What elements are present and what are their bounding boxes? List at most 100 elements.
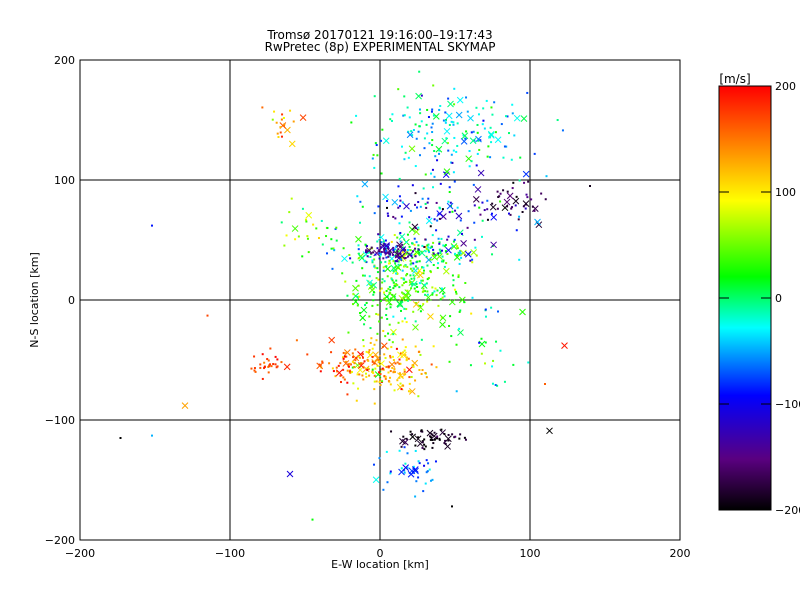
- data-point-dot: [414, 379, 417, 382]
- data-point-dot: [412, 365, 415, 368]
- data-point-dot: [526, 91, 529, 94]
- data-point-dot: [373, 362, 376, 365]
- data-point-cross: [386, 247, 394, 255]
- data-point-dot: [399, 240, 402, 243]
- data-point-dot: [371, 347, 374, 350]
- data-point-dot: [408, 116, 411, 119]
- data-point-dot: [432, 186, 435, 189]
- data-point-dot: [419, 310, 422, 313]
- data-point-dot: [368, 275, 371, 278]
- data-point-dot: [561, 129, 564, 132]
- data-point-dot: [385, 450, 388, 453]
- data-point-dot: [335, 370, 338, 373]
- data-point-dot: [431, 478, 434, 481]
- data-point-dot: [276, 358, 279, 361]
- data-point-dot: [476, 131, 479, 134]
- data-point-dot: [370, 246, 373, 249]
- data-point-dot: [490, 141, 493, 144]
- data-point-dot: [456, 245, 459, 248]
- data-point-dot: [429, 258, 432, 261]
- data-point-dot: [426, 201, 429, 204]
- data-point-dot: [400, 467, 403, 470]
- data-point-dot: [414, 444, 417, 447]
- data-point-dot: [446, 142, 449, 145]
- data-point-dot: [405, 358, 408, 361]
- data-point-dot: [373, 374, 376, 377]
- data-point-dot: [357, 387, 360, 390]
- data-point-dot: [371, 360, 374, 363]
- data-point-dot: [362, 339, 365, 342]
- data-point-dot: [496, 190, 499, 193]
- data-point-cross: [336, 369, 343, 377]
- data-point-dot: [348, 370, 351, 373]
- data-point-dot: [392, 253, 395, 256]
- data-point-dot: [439, 250, 442, 253]
- data-point-dot: [473, 204, 476, 207]
- data-point-dot: [412, 262, 415, 265]
- data-point-dot: [408, 221, 411, 224]
- data-point-dot: [285, 234, 288, 237]
- data-point-dot: [511, 206, 514, 209]
- data-point-cross: [390, 264, 398, 272]
- data-point-dot: [443, 265, 446, 268]
- data-point-dot: [349, 363, 352, 366]
- data-point-cross: [374, 354, 382, 362]
- data-point-dot: [460, 256, 463, 259]
- data-point-dot: [411, 364, 414, 367]
- data-point-dot: [404, 462, 407, 465]
- data-point-dot: [383, 375, 386, 378]
- data-point-dot: [443, 245, 446, 248]
- data-point-dot: [456, 144, 459, 147]
- data-point-dot: [417, 130, 420, 133]
- data-point-dot: [384, 249, 387, 252]
- data-point-dot: [380, 261, 383, 264]
- data-point-dot: [392, 371, 395, 374]
- data-point-cross: [444, 443, 451, 450]
- data-point-dot: [400, 145, 403, 148]
- data-point-cross: [396, 241, 403, 249]
- data-point-dot: [404, 354, 407, 357]
- data-point-dot: [430, 126, 433, 129]
- data-point-dot: [422, 272, 425, 275]
- data-point-dot: [490, 306, 493, 309]
- data-point-dot: [438, 438, 441, 441]
- x-tick-label: 0: [377, 547, 384, 560]
- data-point-dot: [343, 378, 346, 381]
- data-point-dot: [483, 209, 486, 212]
- data-point-dot: [386, 347, 389, 350]
- data-point-dot: [404, 151, 407, 154]
- data-point-dot: [385, 299, 388, 302]
- data-point-dot: [451, 274, 454, 277]
- data-point-cross: [359, 314, 367, 322]
- data-point-dot: [365, 245, 368, 248]
- data-point-dot: [335, 226, 338, 229]
- data-point-cross: [512, 197, 520, 205]
- data-point-dot: [384, 377, 387, 380]
- data-point-dot: [449, 201, 452, 204]
- data-point-dot: [378, 255, 381, 258]
- data-point-dot: [373, 212, 376, 215]
- data-point-cross: [439, 314, 447, 322]
- data-point-dot: [369, 341, 372, 344]
- chart-subtitle: RwPretec (8p) EXPERIMENTAL SKYMAP: [264, 40, 496, 54]
- data-point-dot: [411, 242, 414, 245]
- data-point-dot: [357, 355, 360, 358]
- data-point-dot: [389, 376, 392, 379]
- data-point-dot: [518, 179, 521, 182]
- data-point-cross: [546, 427, 553, 435]
- data-point-dot: [373, 95, 376, 98]
- data-point-dot: [424, 445, 427, 448]
- data-point-dot: [357, 295, 360, 298]
- data-point-dot: [447, 433, 450, 436]
- data-point-dot: [453, 288, 456, 291]
- data-point-dot: [442, 292, 445, 295]
- data-point-dot: [420, 120, 423, 123]
- data-point-dot: [446, 252, 449, 255]
- data-point-cross: [470, 249, 478, 256]
- data-point-dot: [409, 274, 412, 277]
- data-point-dot: [513, 134, 516, 137]
- data-point-dot: [366, 368, 369, 371]
- data-point-dot: [340, 381, 343, 384]
- data-point-dot: [480, 235, 483, 238]
- data-point-dot: [380, 139, 383, 142]
